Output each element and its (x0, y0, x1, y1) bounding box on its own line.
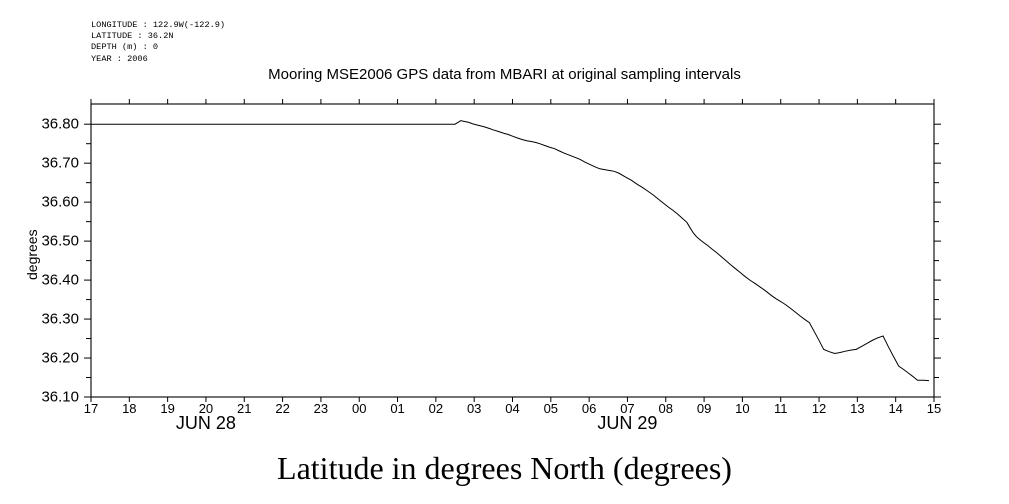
svg-text:36.70: 36.70 (41, 155, 79, 172)
svg-text:02: 02 (429, 401, 443, 416)
svg-text:13: 13 (850, 401, 864, 416)
svg-text:36.80: 36.80 (41, 116, 79, 133)
svg-text:36.60: 36.60 (41, 194, 79, 211)
svg-text:00: 00 (352, 401, 366, 416)
svg-text:04: 04 (505, 401, 519, 416)
svg-text:12: 12 (812, 401, 826, 416)
svg-text:03: 03 (467, 401, 481, 416)
svg-text:01: 01 (390, 401, 404, 416)
svg-text:15: 15 (927, 401, 941, 416)
svg-text:36.20: 36.20 (41, 350, 79, 367)
svg-text:10: 10 (735, 401, 749, 416)
svg-text:23: 23 (314, 401, 328, 416)
svg-text:14: 14 (888, 401, 902, 416)
svg-text:36.40: 36.40 (41, 272, 79, 289)
svg-text:36.10: 36.10 (41, 389, 79, 406)
svg-text:17: 17 (84, 401, 98, 416)
svg-text:11: 11 (774, 401, 788, 416)
svg-text:36.30: 36.30 (41, 311, 79, 328)
svg-text:36.50: 36.50 (41, 233, 79, 250)
